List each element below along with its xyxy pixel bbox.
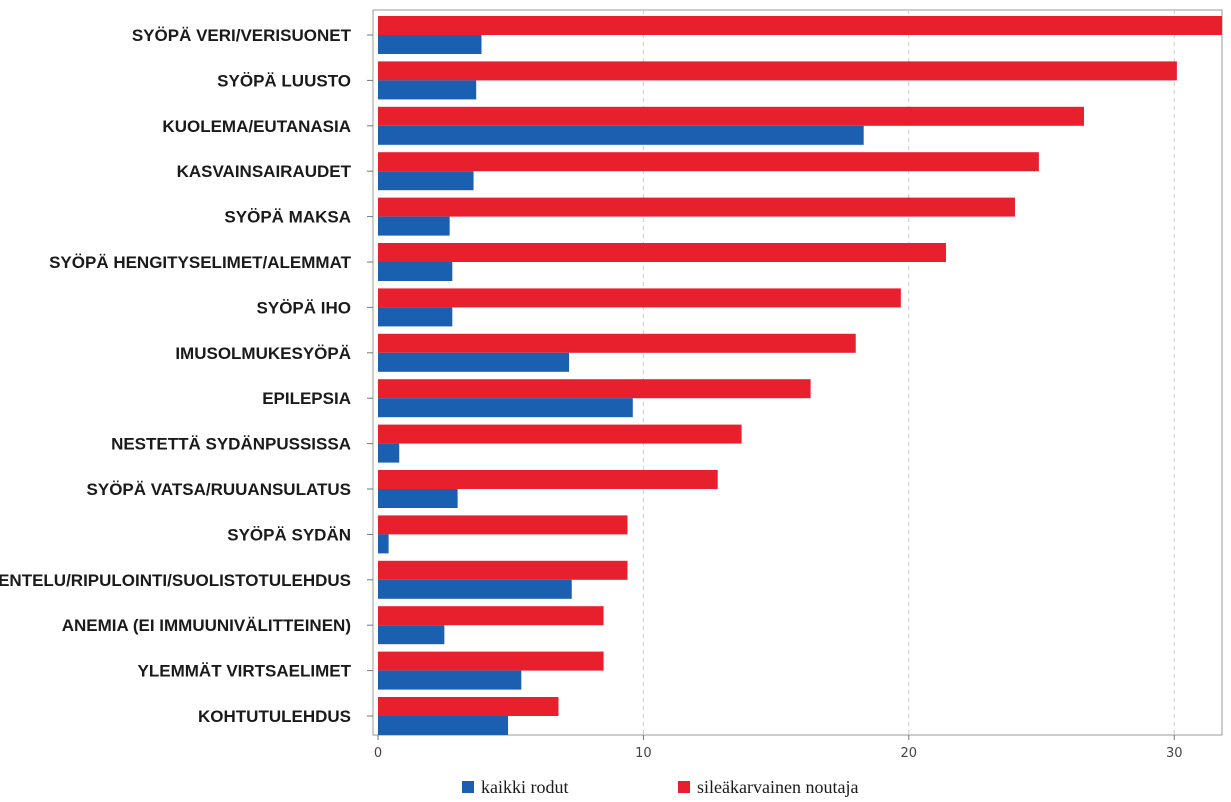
- bar-kaikki-rodut: [378, 625, 445, 645]
- legend: kaikki rodut sileäkarvainen noutaja: [462, 777, 858, 797]
- bar-sileakarvainen-noutaja: [378, 379, 811, 399]
- category-label: SYÖPÄ VATSA/RUUANSULATUS: [87, 480, 351, 499]
- category-label: ANEMIA (EI IMMUUNIVÄLITTEINEN): [62, 616, 351, 635]
- bar-kaikki-rodut: [378, 398, 633, 418]
- bar-kaikki-rodut: [378, 125, 864, 145]
- plot-frame: [372, 9, 1223, 736]
- legend-label: kaikki rodut: [481, 777, 569, 797]
- category-label: NESTETTÄ SYDÄNPUSSISSA: [111, 435, 351, 454]
- bar-sileakarvainen-noutaja: [378, 333, 856, 353]
- bar-sileakarvainen-noutaja: [378, 152, 1039, 172]
- bar-kaikki-rodut: [378, 171, 474, 191]
- bar-sileakarvainen-noutaja: [378, 470, 718, 489]
- category-label: EPILEPSIA: [262, 389, 351, 408]
- category-label: KUOLEMA/EUTANASIA: [162, 117, 351, 136]
- category-label: YLEMMÄT VIRTSAELIMET: [138, 662, 352, 681]
- bar-kaikki-rodut: [378, 670, 522, 690]
- category-label: SYÖPÄ SYDÄN: [227, 525, 351, 544]
- bar-sileakarvainen-noutaja: [378, 106, 1084, 126]
- bar-sileakarvainen-noutaja: [378, 560, 628, 580]
- x-tick-label: 20: [901, 746, 918, 761]
- bar-kaikki-rodut: [378, 307, 453, 327]
- bar-sileakarvainen-noutaja: [378, 61, 1177, 81]
- bar-sileakarvainen-noutaja: [378, 697, 559, 716]
- category-label: KASVAINSAIRAUDET: [177, 162, 352, 181]
- legend-swatch: [678, 781, 690, 793]
- x-tick-label: 0: [374, 746, 382, 761]
- category-label: SYÖPÄ LUUSTO: [217, 71, 351, 90]
- category-label: SYÖPÄ IHO: [257, 298, 351, 317]
- x-axis: 0 10 20 30: [367, 34, 1183, 761]
- bar-kaikki-rodut: [378, 216, 450, 236]
- legend-label: sileäkarvainen noutaja: [697, 777, 858, 797]
- bar-sileakarvainen-noutaja: [378, 606, 604, 626]
- bar-sileakarvainen-noutaja: [378, 16, 1222, 35]
- bar-kaikki-rodut: [378, 80, 477, 100]
- category-label: SYÖPÄ VERI/VERISUONET: [132, 26, 352, 45]
- bar-sileakarvainen-noutaja: [378, 288, 901, 308]
- bar-sileakarvainen-noutaja: [378, 243, 946, 262]
- bar-kaikki-rodut: [378, 443, 400, 463]
- bar-kaikki-rodut: [378, 35, 482, 54]
- category-label: OKSENTELU/RIPULOINTI/SUOLISTOTULEHDUS: [0, 571, 351, 590]
- bar-kaikki-rodut: [378, 489, 458, 508]
- bar-kaikki-rodut: [378, 262, 453, 281]
- category-labels: SYÖPÄ VERI/VERISUONET SYÖPÄ LUUSTO KUOLEMA…: [0, 26, 352, 726]
- bar-kaikki-rodut: [378, 579, 572, 599]
- bar-kaikki-rodut: [378, 716, 509, 735]
- bars: [378, 16, 1222, 735]
- legend-swatch: [462, 781, 474, 793]
- bar-sileakarvainen-noutaja: [378, 197, 1015, 217]
- category-label: SYÖPÄ HENGITYSELIMET/ALEMMAT: [49, 253, 352, 272]
- x-tick-label: 10: [635, 746, 652, 761]
- bar-sileakarvainen-noutaja: [378, 651, 604, 671]
- x-tick-label: 30: [1166, 746, 1183, 761]
- bar-sileakarvainen-noutaja: [378, 424, 742, 444]
- bar-kaikki-rodut: [378, 534, 389, 554]
- category-label: KOHTUTULEHDUS: [198, 707, 351, 726]
- bar-sileakarvainen-noutaja: [378, 515, 628, 535]
- category-label: SYÖPÄ MAKSA: [224, 208, 351, 227]
- bar-kaikki-rodut: [378, 352, 570, 372]
- category-label: IMUSOLMUKESYÖPÄ: [175, 344, 351, 363]
